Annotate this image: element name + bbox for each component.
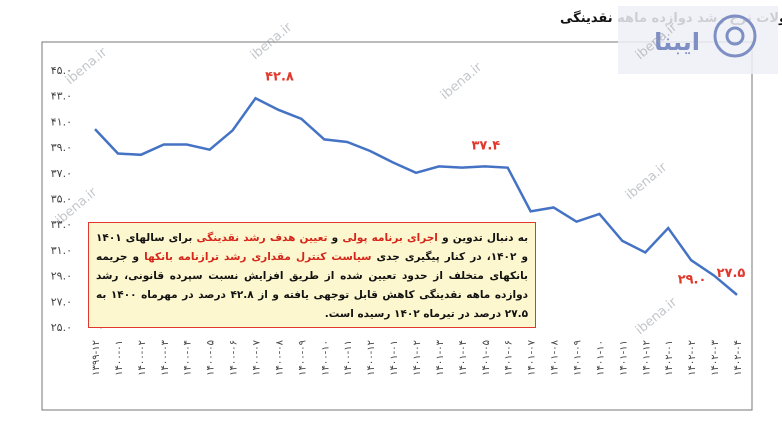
x-tick-label: ۱۴۰۰-۰۲ [137, 340, 148, 376]
x-tick-label: ۱۳۹۹-۱۲ [91, 340, 102, 376]
x-tick-label: ۱۴۰۰-۱۰ [320, 340, 331, 376]
y-tick-label: ۳۹.۰ [51, 141, 72, 154]
y-tick-label: ۴۵.۰ [51, 64, 72, 77]
x-tick-label: ۱۴۰۱-۱۲ [641, 340, 652, 376]
x-tick-label: ۱۴۰۲-۰۴ [733, 340, 744, 376]
x-tick-label: ۱۴۰۱-۰۱ [389, 340, 400, 376]
note-text: به دنبال تدوین و [437, 232, 529, 244]
x-tick-label: ۱۴۰۱-۰۴ [458, 340, 469, 376]
y-tick-label: ۲۵.۰ [51, 321, 72, 334]
watermark: ibena.ir [623, 160, 671, 204]
line [94, 96, 738, 296]
note-text: سیاست کنترل مقداری رشد ترازنامه بانکها [144, 251, 372, 263]
x-tick-label: ۱۴۰۰-۰۶ [229, 340, 240, 376]
x-tick-label: ۱۴۰۰-۰۸ [274, 339, 285, 375]
x-tick-label: ۱۴۰۲-۰۲ [687, 340, 698, 376]
y-tick-label: ۴۱.۰ [51, 115, 72, 128]
x-tick-label: ۱۴۰۰-۰۴ [183, 340, 194, 376]
x-tick-label: ۱۴۰۱-۰۹ [573, 340, 584, 376]
x-tick-label: ۱۴۰۱-۰۸ [550, 339, 561, 375]
x-tick-label: ۱۴۰۱-۱۱ [618, 340, 629, 376]
chart-frame [41, 41, 753, 411]
note-text: برای سالهای ۱۴۰۱ و ۱۴۰۲، در کنار پیگیری … [96, 232, 528, 263]
y-tick-label: ۳۵.۰ [51, 193, 72, 206]
x-tick-label: ۱۴۰۱-۰۲ [412, 340, 423, 376]
logo-text: ایبنا [654, 28, 700, 56]
watermark: ibena.ir [438, 60, 486, 104]
note-text: و جریمه بانکهای متخلف از حدود تعیین شده … [96, 251, 529, 320]
x-tick-label: ۱۴۰۲-۰۳ [710, 339, 721, 375]
y-tick-label: ۳۱.۰ [51, 244, 72, 257]
data-label: ۴۲.۸ [265, 69, 294, 84]
note-text: و [327, 232, 343, 244]
x-tick-label: ۱۴۰۰-۰۷ [252, 339, 263, 375]
x-tick-label: ۱۴۰۱-۰۷ [527, 339, 538, 375]
x-tick-label: ۱۴۰۱-۱۰ [595, 340, 606, 376]
logo-icon [725, 26, 745, 46]
y-tick-label: ۲۹.۰ [51, 270, 72, 283]
x-tick-label: ۱۴۰۰-۰۹ [297, 340, 308, 376]
y-tick-label: ۳۳.۰ [51, 218, 72, 231]
note-text: اجرای برنامه پولی [342, 232, 438, 244]
data-label: ۲۹.۰ [678, 273, 707, 288]
data-label: ۳۷.۴ [471, 139, 500, 154]
x-tick-label: ۱۴۰۰-۱۲ [366, 340, 377, 376]
x-tick-label: ۱۴۰۲-۰۱ [664, 340, 675, 376]
note-box: به دنبال تدوین و اجرای برنامه پولی و تعی… [88, 222, 536, 328]
x-tick-label: ۱۴۰۱-۰۵ [481, 340, 492, 376]
y-tick-label: ۴۳.۰ [51, 90, 72, 103]
x-tick-label: ۱۴۰۱-۰۳ [435, 339, 446, 375]
x-tick-label: ۱۴۰۰-۰۱ [114, 340, 125, 376]
note-text: تعیین هدف رشد نقدینگی [196, 232, 328, 244]
y-tick-label: ۳۷.۰ [51, 167, 72, 180]
x-tick-label: ۱۴۰۰-۰۵ [206, 340, 217, 376]
y-tick-label: ۲۷.۰ [51, 295, 72, 308]
x-tick-label: ۱۴۰۰-۱۱ [343, 340, 354, 376]
x-tick-label: ۱۴۰۰-۰۳ [160, 339, 171, 375]
logo-box [618, 6, 778, 74]
watermark: ibena.ir [633, 295, 681, 339]
logo-icon [713, 14, 757, 58]
x-tick-label: ۱۴۰۱-۰۶ [504, 340, 515, 376]
data-label: ۲۷.۵ [717, 266, 746, 281]
watermark: ibena.ir [248, 20, 296, 64]
